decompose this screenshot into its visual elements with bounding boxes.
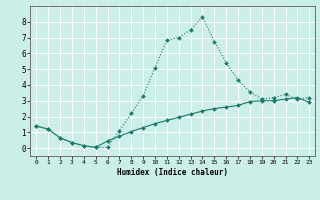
X-axis label: Humidex (Indice chaleur): Humidex (Indice chaleur) [117,168,228,177]
